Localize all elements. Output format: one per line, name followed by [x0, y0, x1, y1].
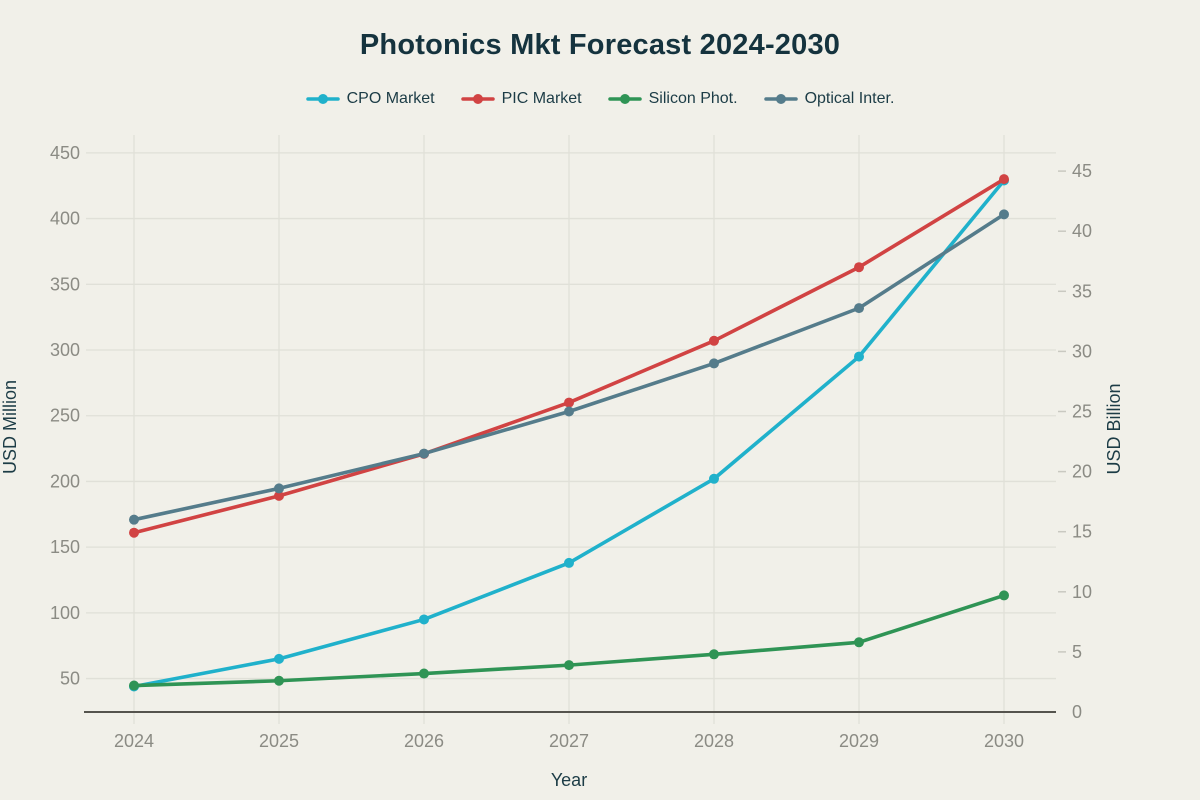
y-right-tick-label-5: 5: [1072, 642, 1082, 662]
y-left-tick-label-150: 150: [50, 537, 80, 557]
y-right-tick-label-10: 10: [1072, 582, 1092, 602]
data-point-pic-market-2028: [709, 335, 719, 346]
data-point-optical-inter-2025: [274, 483, 284, 494]
chart-legend: CPO Market PIC Market Silicon Phot. Opti…: [0, 90, 1200, 108]
data-point-cpo-market-2027: [564, 557, 574, 568]
x-tick-label-2030: 2030: [984, 731, 1024, 751]
y-left-tick-label-400: 400: [50, 209, 80, 229]
line-dot-marker-icon: [763, 94, 798, 104]
data-point-silicon-phot-2025: [274, 675, 284, 686]
data-point-optical-inter-2029: [854, 303, 864, 314]
y-right-tick-label-40: 40: [1072, 221, 1092, 241]
y-right-tick-label-30: 30: [1072, 341, 1092, 361]
x-axis-title: Year: [551, 770, 587, 790]
data-point-silicon-phot-2024: [129, 680, 139, 691]
legend-item-optical-inter[interactable]: Optical Inter.: [763, 90, 895, 108]
data-point-optical-inter-2030: [999, 209, 1009, 220]
line-dot-marker-icon: [305, 94, 340, 104]
y-right-tick-label-45: 45: [1072, 161, 1092, 181]
y-right-tick-label-0: 0: [1072, 702, 1082, 722]
y-left-tick-label-350: 350: [50, 274, 80, 294]
legend-label: Optical Inter.: [804, 90, 895, 107]
data-point-pic-market-2024: [129, 527, 139, 538]
x-tick-label-2029: 2029: [839, 731, 879, 751]
legend-item-cpo-market[interactable]: CPO Market: [305, 90, 435, 108]
line-dot-marker-icon: [460, 94, 495, 104]
data-point-silicon-phot-2030: [999, 590, 1009, 601]
x-tick-label-2024: 2024: [114, 731, 154, 751]
legend-label: CPO Market: [346, 90, 435, 107]
legend-label: PIC Market: [501, 90, 582, 107]
data-point-optical-inter-2026: [419, 448, 429, 459]
y-left-tick-label-200: 200: [50, 471, 80, 491]
y-right-tick-label-35: 35: [1072, 281, 1092, 301]
y-left-tick-label-300: 300: [50, 340, 80, 360]
y-left-axis-title: USD Million: [0, 380, 20, 474]
data-point-optical-inter-2024: [129, 514, 139, 525]
data-point-silicon-phot-2027: [564, 660, 574, 671]
y-right-axis-title: USD Billion: [1104, 383, 1124, 474]
data-point-optical-inter-2028: [709, 358, 719, 369]
legend-item-silicon-phot[interactable]: Silicon Phot.: [607, 90, 738, 108]
data-point-pic-market-2030: [999, 174, 1009, 185]
chart-title: Photonics Mkt Forecast 2024-2030: [359, 29, 841, 61]
data-point-pic-market-2029: [854, 262, 864, 273]
data-point-cpo-market-2028: [709, 473, 719, 484]
x-tick-label-2026: 2026: [404, 731, 444, 751]
data-point-cpo-market-2029: [854, 351, 864, 362]
data-point-pic-market-2027: [564, 397, 574, 408]
y-right-tick-label-15: 15: [1072, 522, 1092, 542]
data-point-silicon-phot-2029: [854, 637, 864, 648]
data-point-silicon-phot-2026: [419, 668, 429, 679]
data-point-pic-market-2025: [274, 490, 284, 501]
line-dot-marker-icon: [607, 94, 642, 104]
x-tick-label-2028: 2028: [694, 731, 734, 751]
data-point-cpo-market-2025: [274, 653, 284, 664]
data-point-cpo-market-2026: [419, 614, 429, 625]
y-left-tick-label-50: 50: [60, 669, 80, 689]
y-left-tick-label-250: 250: [50, 406, 80, 426]
y-right-tick-label-25: 25: [1072, 402, 1092, 422]
y-left-tick-label-450: 450: [50, 143, 80, 163]
x-tick-label-2025: 2025: [259, 731, 299, 751]
data-point-optical-inter-2027: [564, 406, 574, 417]
y-right-tick-label-20: 20: [1072, 462, 1092, 482]
y-left-tick-label-100: 100: [50, 603, 80, 623]
legend-item-pic-market[interactable]: PIC Market: [460, 90, 582, 108]
x-tick-label-2027: 2027: [549, 731, 589, 751]
data-point-silicon-phot-2028: [709, 649, 719, 660]
legend-label: Silicon Phot.: [648, 90, 738, 107]
